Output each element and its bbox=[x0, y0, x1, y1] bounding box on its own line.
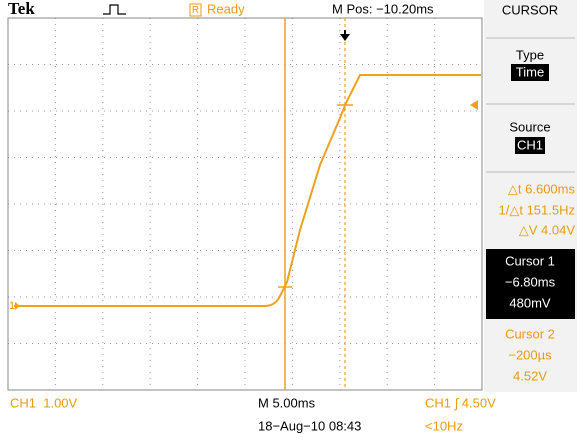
trigger-setting: CH1 ∫ 4.50V bbox=[425, 395, 496, 410]
readout-freq: 1/△t 151.5Hz bbox=[499, 202, 575, 217]
cursor-1-time: −6.80ms bbox=[505, 274, 556, 289]
trigger-position-marker bbox=[340, 30, 350, 41]
trigger-icon bbox=[103, 4, 126, 15]
cursor-2-voltage: 4.52V bbox=[513, 368, 547, 383]
source-value-box bbox=[515, 137, 545, 154]
cursor-1-box bbox=[486, 249, 575, 319]
trigger-level-marker bbox=[470, 100, 478, 110]
cursor-2-time: −200µs bbox=[508, 347, 552, 362]
cursor-2-label[interactable]: Cursor 2 bbox=[505, 326, 555, 341]
timebase: M 5.00ms bbox=[258, 395, 316, 410]
type-value-box bbox=[511, 64, 549, 81]
readout-dv: △V 4.04V bbox=[519, 222, 576, 237]
source-label: Source bbox=[509, 119, 550, 134]
menu-title: CURSOR bbox=[502, 2, 558, 17]
graticule bbox=[8, 18, 482, 390]
channel-arrow bbox=[15, 302, 20, 310]
badge-box bbox=[189, 3, 202, 17]
ch1-scale: CH1 1.00V bbox=[10, 395, 78, 410]
readout-dt: △t 6.600ms bbox=[508, 181, 576, 196]
trigger-state: Ready bbox=[207, 1, 245, 16]
plot-border bbox=[7, 17, 483, 391]
m-pos: M Pos: −10.20ms bbox=[332, 1, 434, 16]
channel-marker: 1 bbox=[9, 300, 15, 312]
source-value[interactable]: CH1 bbox=[517, 137, 543, 152]
cursor-1-label[interactable]: Cursor 1 bbox=[505, 253, 555, 268]
waveform bbox=[14, 74, 481, 307]
type-value[interactable]: Time bbox=[516, 64, 544, 79]
brand: Tek bbox=[8, 0, 35, 18]
type-label: Type bbox=[516, 47, 544, 62]
trigger-frequency: <10Hz bbox=[425, 418, 463, 433]
date-time: 18−Aug−10 08:43 bbox=[258, 418, 361, 433]
trigger-badge: R bbox=[192, 5, 199, 16]
cursor-1-voltage: 480mV bbox=[509, 295, 551, 310]
